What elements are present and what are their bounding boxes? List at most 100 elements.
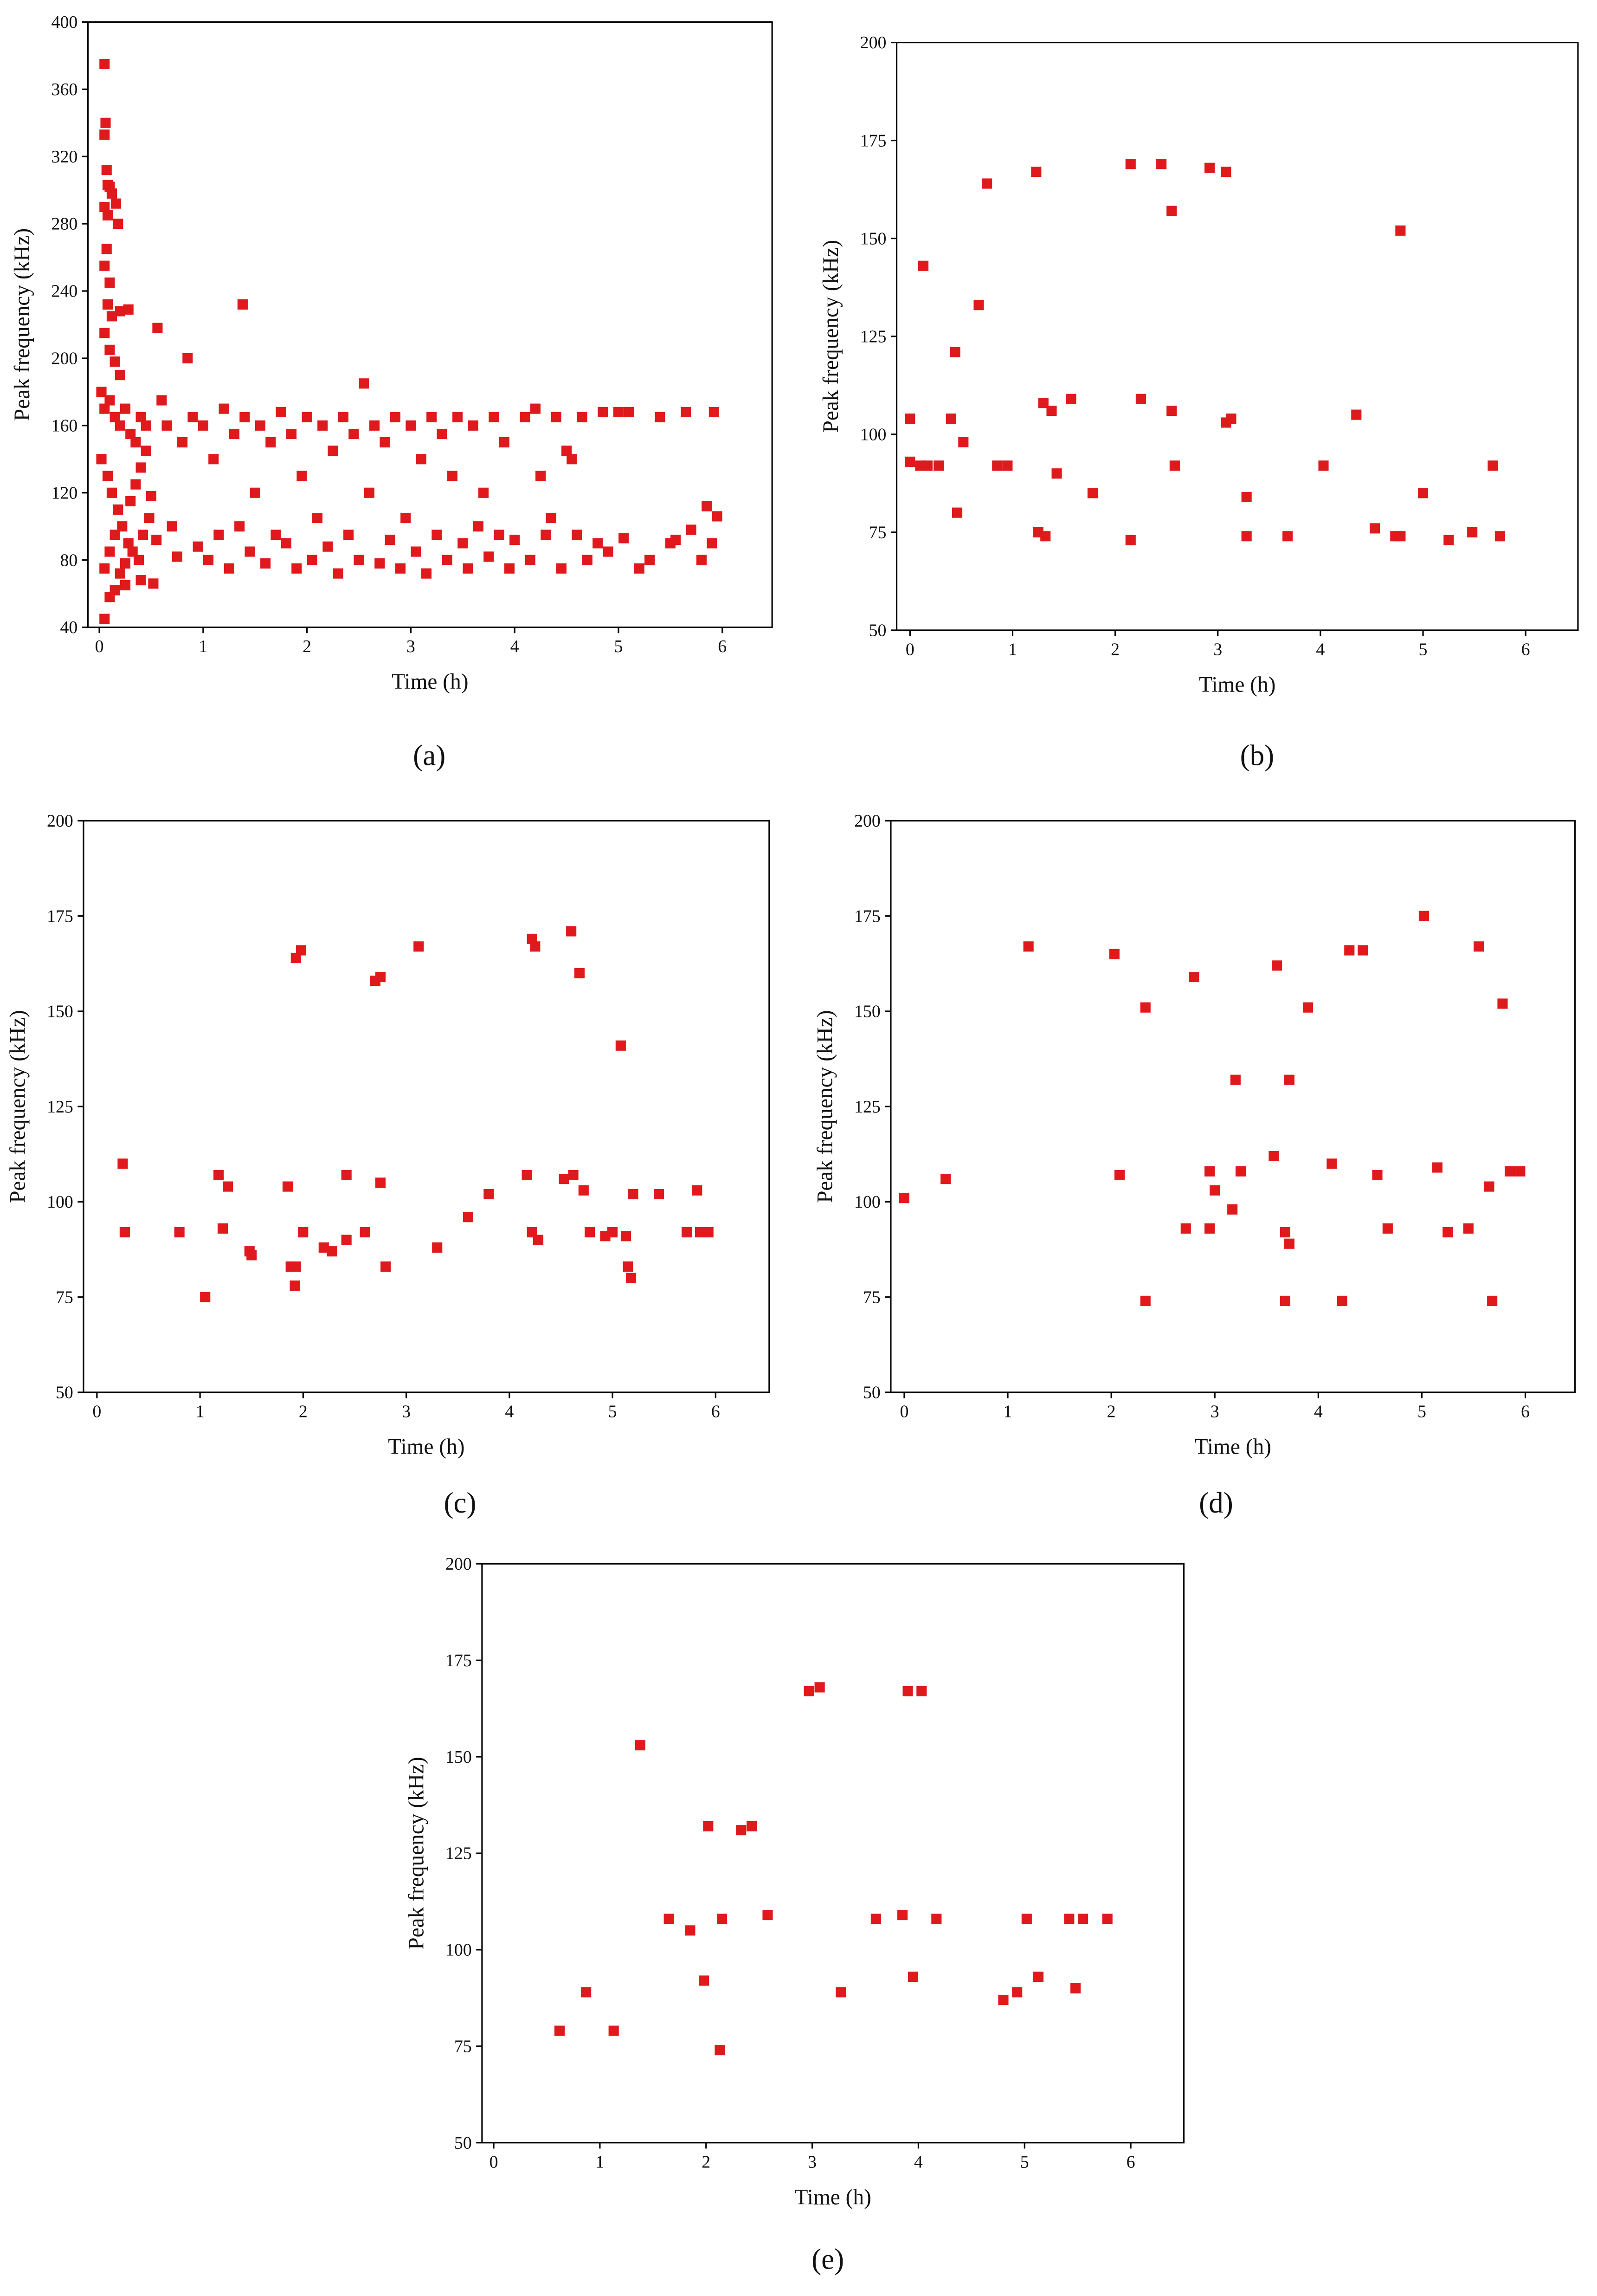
point bbox=[1358, 945, 1368, 956]
y-tick-label: 175 bbox=[445, 1651, 472, 1670]
point bbox=[338, 412, 349, 422]
point bbox=[312, 513, 323, 524]
y-tick-label: 200 bbox=[860, 33, 887, 52]
point bbox=[934, 460, 944, 471]
point bbox=[146, 491, 157, 502]
point bbox=[106, 487, 117, 498]
point bbox=[193, 541, 203, 552]
point bbox=[715, 2045, 725, 2056]
point bbox=[390, 412, 400, 422]
point bbox=[187, 412, 198, 422]
point bbox=[123, 538, 134, 549]
point bbox=[663, 1914, 674, 1924]
point bbox=[899, 1193, 909, 1203]
caption: (c) bbox=[444, 1487, 477, 1519]
point bbox=[1318, 460, 1329, 471]
point bbox=[625, 1273, 637, 1283]
point bbox=[520, 412, 530, 422]
point bbox=[1418, 911, 1429, 921]
point bbox=[229, 428, 240, 440]
point bbox=[1280, 1227, 1291, 1238]
point bbox=[411, 546, 421, 557]
point bbox=[530, 941, 541, 952]
x-tick-label: 4 bbox=[1314, 1402, 1323, 1422]
point bbox=[1140, 1002, 1151, 1013]
point bbox=[463, 563, 473, 574]
point bbox=[1023, 941, 1034, 952]
y-axis-label: Peak frequency (kHz) bbox=[819, 240, 843, 433]
point bbox=[1002, 460, 1013, 471]
point bbox=[318, 1242, 329, 1253]
point bbox=[670, 535, 681, 545]
point bbox=[452, 412, 463, 422]
panel: 40 80 120 160 200 240 280 320 360 400 0 1 2 3 4 5 6 Time … bbox=[10, 13, 773, 771]
point bbox=[104, 344, 115, 355]
point bbox=[556, 563, 567, 574]
point bbox=[585, 1227, 595, 1238]
point bbox=[1109, 949, 1120, 959]
x-tick-label: 2 bbox=[299, 1402, 308, 1422]
point bbox=[113, 504, 123, 515]
point bbox=[385, 535, 395, 545]
x-tick-label: 4 bbox=[1316, 640, 1325, 660]
point bbox=[102, 471, 113, 481]
point bbox=[1166, 406, 1177, 416]
x-tick-label: 1 bbox=[1008, 640, 1017, 660]
y-tick-label: 160 bbox=[52, 416, 78, 435]
plot-frame bbox=[481, 1563, 1185, 2144]
point bbox=[478, 487, 489, 498]
point bbox=[1372, 1170, 1383, 1180]
plot-frame bbox=[895, 42, 1579, 631]
x-tick-label: 1 bbox=[595, 2152, 604, 2172]
point bbox=[413, 941, 424, 952]
point bbox=[747, 1821, 757, 1831]
point bbox=[1417, 488, 1429, 498]
y-tick-label: 175 bbox=[47, 906, 73, 926]
point bbox=[568, 1170, 579, 1180]
x-tick-label: 4 bbox=[505, 1402, 514, 1422]
point bbox=[1505, 1166, 1515, 1177]
point bbox=[161, 420, 172, 431]
point bbox=[618, 533, 629, 543]
point bbox=[1443, 535, 1454, 545]
point bbox=[341, 1170, 352, 1180]
point bbox=[870, 1914, 881, 1924]
point bbox=[223, 1181, 233, 1192]
point bbox=[946, 413, 956, 424]
point bbox=[504, 563, 515, 574]
caption: (a) bbox=[413, 739, 445, 771]
x-tick-label: 6 bbox=[1521, 640, 1530, 660]
point bbox=[1114, 1170, 1125, 1180]
point bbox=[1484, 1181, 1494, 1192]
point bbox=[120, 580, 131, 591]
point bbox=[635, 1740, 645, 1751]
point bbox=[634, 563, 644, 574]
point bbox=[682, 1227, 692, 1238]
point bbox=[509, 535, 520, 545]
point bbox=[437, 428, 447, 440]
point bbox=[1078, 1914, 1088, 1924]
point bbox=[702, 501, 712, 511]
y-axis-label: Peak frequency (kHz) bbox=[405, 1757, 429, 1950]
point bbox=[644, 555, 655, 565]
point bbox=[120, 403, 131, 414]
y-tick-label: 120 bbox=[52, 483, 78, 503]
point bbox=[135, 575, 146, 586]
point bbox=[958, 437, 969, 447]
point bbox=[380, 437, 390, 448]
point bbox=[603, 546, 613, 557]
y-tick-label: 100 bbox=[854, 1192, 881, 1212]
y-tick-label: 150 bbox=[854, 1002, 881, 1022]
point bbox=[1031, 167, 1042, 177]
point bbox=[1487, 1295, 1498, 1306]
y-tick-label: 200 bbox=[52, 349, 78, 369]
y-tick-label: 50 bbox=[869, 621, 887, 640]
panel: 50 75 100 125 150 175 200 0 1 2 3 4 5 6 Time (h) Peak f… bbox=[405, 1554, 1185, 2275]
y-tick-label: 50 bbox=[454, 2133, 472, 2153]
point bbox=[276, 407, 286, 417]
x-tick-label: 0 bbox=[95, 637, 104, 656]
point bbox=[950, 347, 960, 357]
point bbox=[152, 323, 163, 333]
point bbox=[574, 968, 585, 978]
caption: (e) bbox=[811, 2243, 844, 2275]
